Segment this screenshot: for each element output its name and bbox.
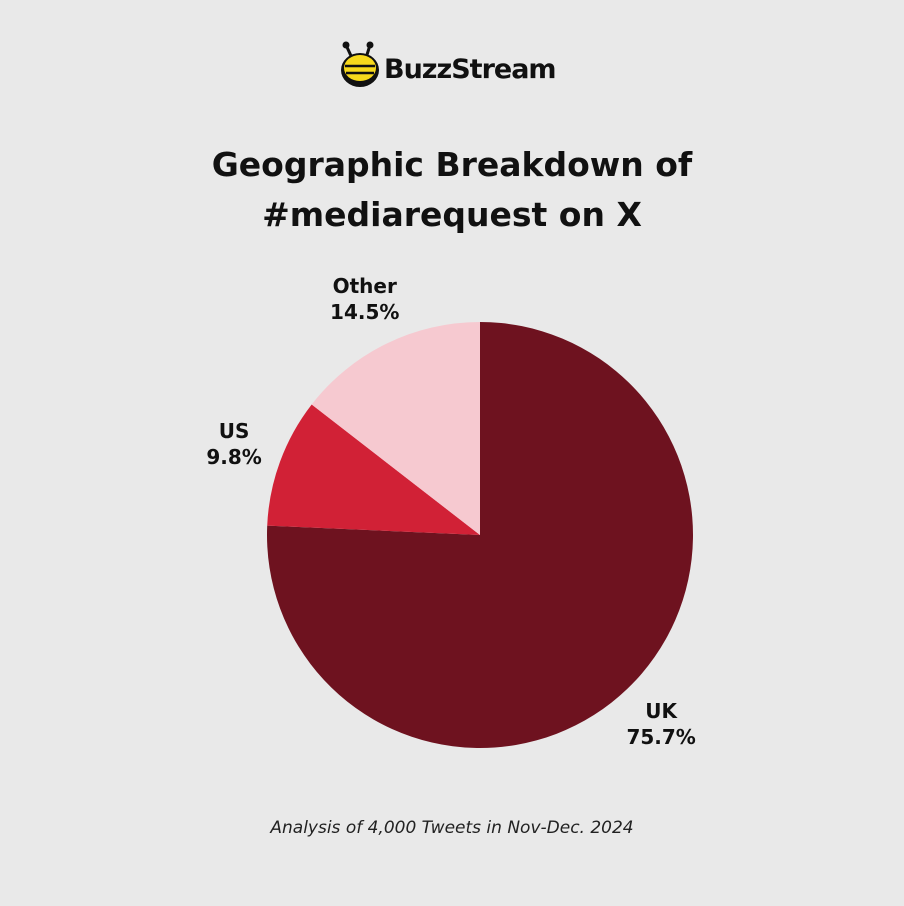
slice-value-label: 9.8% bbox=[206, 445, 261, 469]
chart-note: Analysis of 4,000 Tweets in Nov-Dec. 202… bbox=[270, 818, 634, 838]
pie-slice bbox=[311, 322, 480, 535]
slice-label: US bbox=[219, 419, 250, 443]
slice-value-label: 14.5% bbox=[330, 300, 399, 324]
slice-label: Other bbox=[333, 274, 397, 298]
slice-value-label: 75.7% bbox=[626, 725, 695, 749]
chart-title: Geographic Breakdown of #mediarequest on… bbox=[211, 145, 693, 234]
brand-name: BuzzStream bbox=[384, 54, 557, 85]
pie-slice bbox=[267, 404, 480, 535]
logo-icon bbox=[341, 41, 379, 87]
slice-label: UK bbox=[645, 699, 678, 723]
